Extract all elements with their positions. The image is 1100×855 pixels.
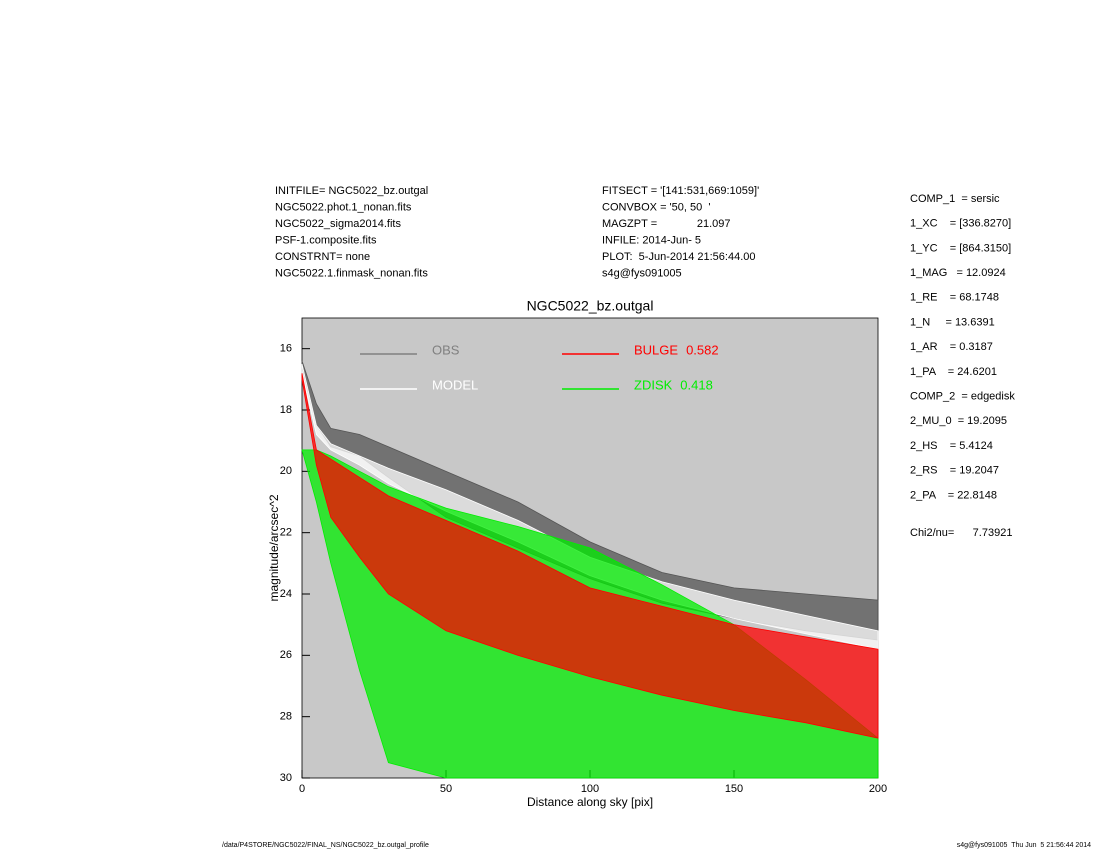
info-mid: s4g@fys091005 — [602, 267, 682, 279]
param: 2_RS = 19.2047 — [910, 465, 999, 477]
legend-fraction: 0.582 — [686, 342, 719, 357]
x-tick-label: 150 — [725, 783, 743, 795]
param: 1_PA = 24.6201 — [910, 366, 997, 378]
x-axis-label: Distance along sky [pix] — [527, 795, 653, 809]
param: COMP_1 = sersic — [910, 193, 1000, 205]
x-tick-label: 100 — [581, 783, 599, 795]
legend-label: ZDISK — [634, 377, 673, 392]
legend-fraction: 0.418 — [680, 377, 713, 392]
y-axis-label: magnitude/arcsec^2 — [267, 494, 281, 601]
y-tick-label: 20 — [280, 465, 292, 477]
chart-title: NGC5022_bz.outgal — [527, 298, 654, 314]
y-tick-label: 30 — [280, 772, 292, 784]
info-left: CONSTRNT= none — [275, 251, 370, 263]
param: Chi2/nu= 7.73921 — [910, 527, 1012, 539]
y-tick-label: 18 — [280, 404, 292, 416]
x-tick-label: 0 — [299, 783, 305, 795]
param: COMP_2 = edgedisk — [910, 391, 1015, 403]
legend-label: OBS — [432, 342, 460, 357]
info-left: NGC5022.1.finmask_nonan.fits — [275, 267, 428, 279]
info-left: NGC5022_sigma2014.fits — [275, 218, 401, 230]
param: 2_PA = 22.8148 — [910, 489, 997, 501]
info-mid: FITSECT = '[141:531,669:1059]' — [602, 185, 759, 197]
footer-right: s4g@fys091005 Thu Jun 5 21:56:44 2014 — [957, 842, 1091, 849]
info-mid: MAGZPT = 21.097 — [602, 218, 731, 230]
y-tick-label: 26 — [280, 649, 292, 661]
info-left: PSF-1.composite.fits — [275, 234, 377, 246]
info-mid: PLOT: 5-Jun-2014 21:56:44.00 — [602, 251, 756, 263]
param: 1_N = 13.6391 — [910, 316, 995, 328]
y-tick-label: 22 — [280, 527, 292, 539]
x-tick-label: 50 — [440, 783, 452, 795]
param: 1_YC = [864.3150] — [910, 242, 1011, 254]
param: 2_MU_0 = 19.2095 — [910, 415, 1007, 427]
param: 1_XC = [336.8270] — [910, 218, 1011, 230]
info-left: NGC5022.phot.1_nonan.fits — [275, 201, 412, 213]
x-tick-label: 200 — [869, 783, 887, 795]
legend-label: BULGE — [634, 342, 678, 357]
info-left: INITFILE= NGC5022_bz.outgal — [275, 185, 428, 197]
legend-label: MODEL — [432, 377, 478, 392]
info-mid: CONVBOX = '50, 50 ' — [602, 201, 710, 213]
param: 2_HS = 5.4124 — [910, 440, 993, 452]
band — [301, 373, 879, 739]
y-tick-label: 16 — [280, 343, 292, 355]
param: 1_AR = 0.3187 — [910, 341, 993, 353]
footer-left: /data/P4STORE/NGC5022/FINAL_NS/NGC5022_b… — [222, 842, 429, 849]
param: 1_MAG = 12.0924 — [910, 267, 1006, 279]
y-tick-label: 24 — [280, 588, 292, 600]
param: 1_RE = 68.1748 — [910, 292, 999, 304]
y-tick-label: 28 — [280, 711, 292, 723]
info-mid: INFILE: 2014-Jun- 5 — [602, 234, 701, 246]
